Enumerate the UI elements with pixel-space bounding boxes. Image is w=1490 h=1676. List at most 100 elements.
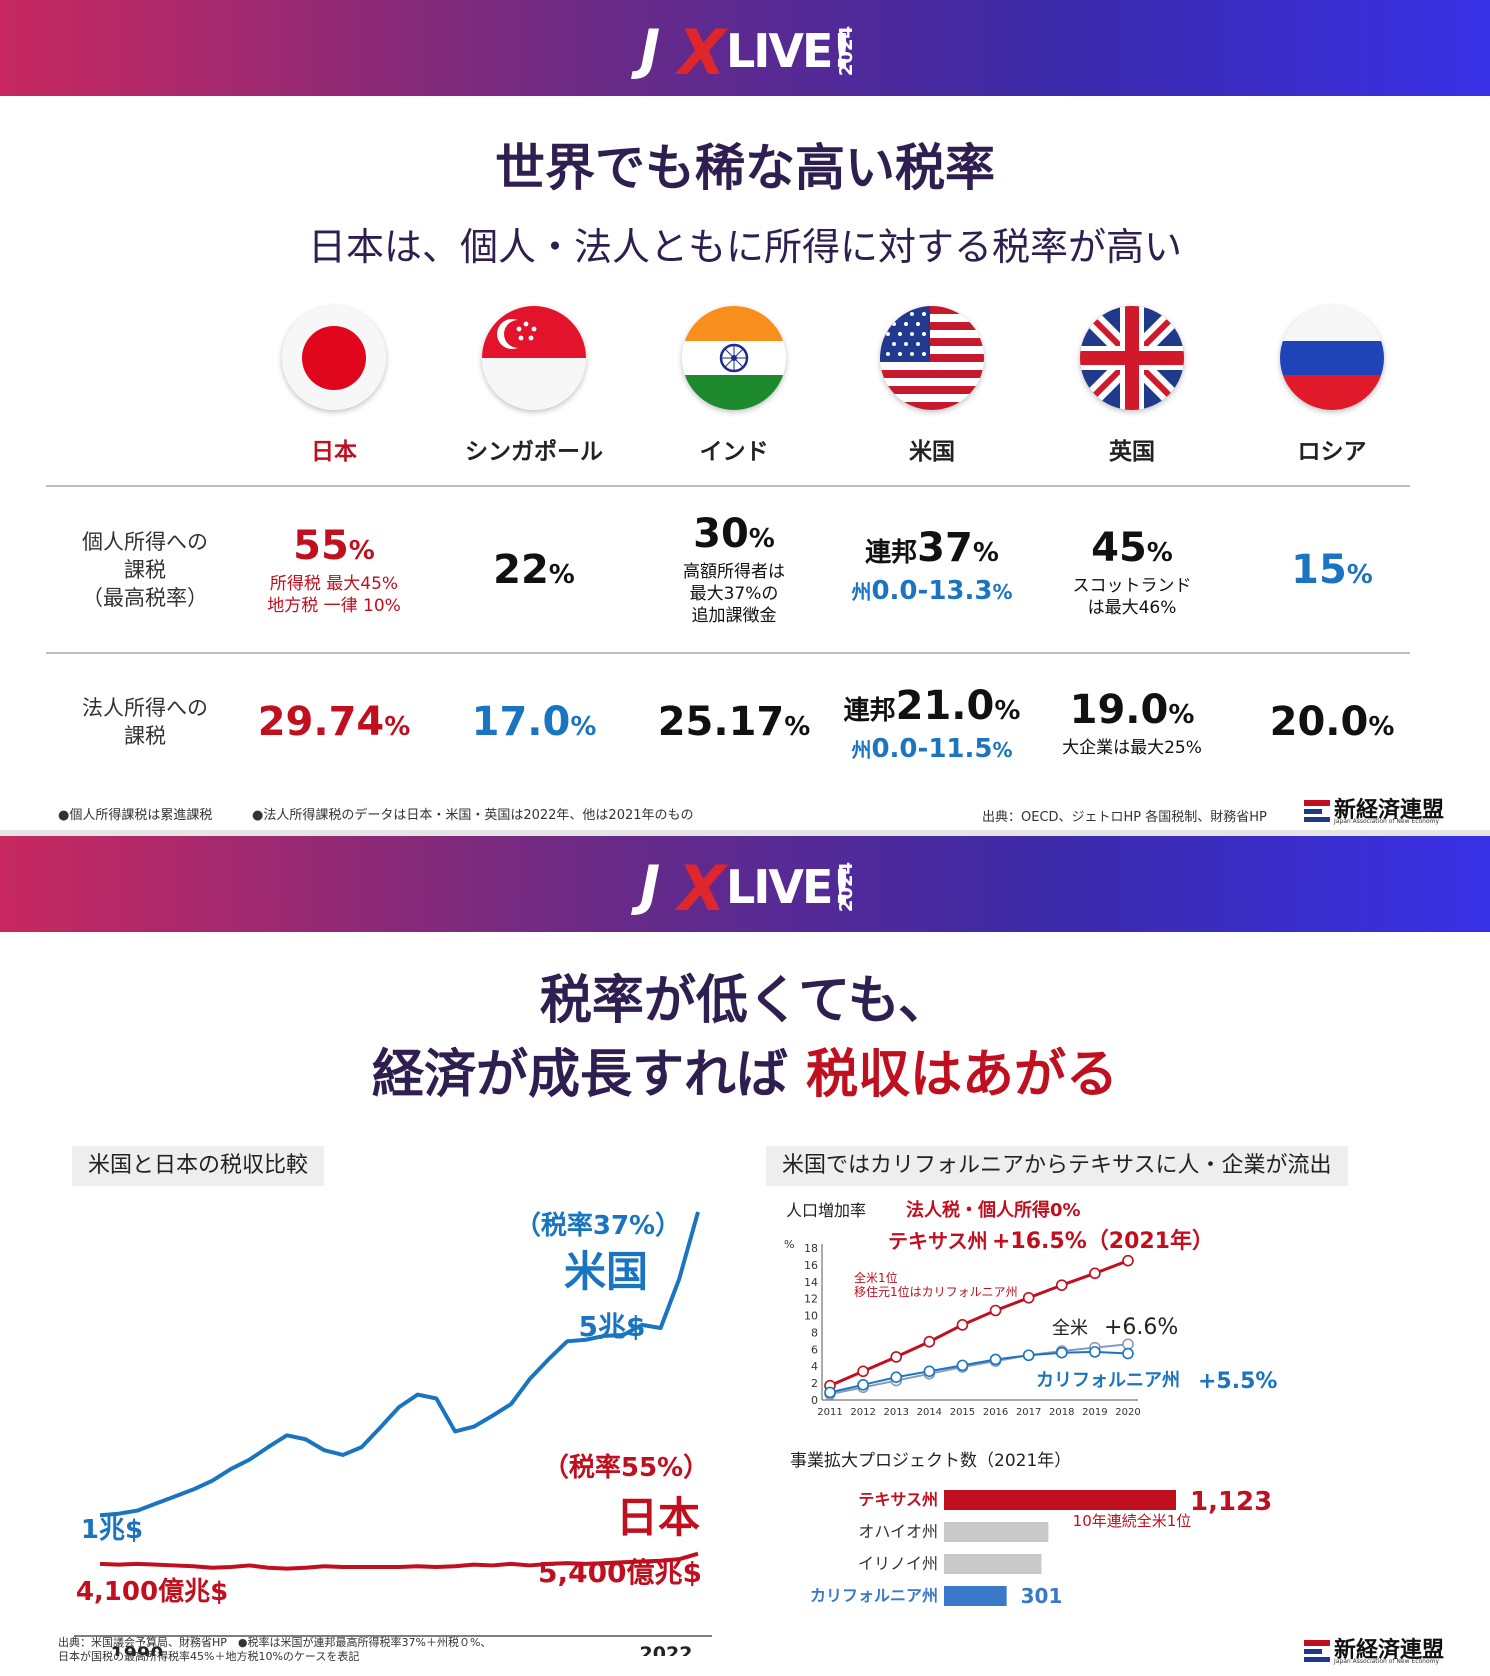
corporate-tax-russia: 20.0%: [1269, 699, 1395, 745]
singapore-flag-icon: [482, 306, 586, 410]
bar: [944, 1554, 1042, 1574]
country-name-uk: 英国: [1109, 439, 1155, 465]
data-point: [989, 1353, 1002, 1366]
personal-tax-usa: 連邦37% 州0.0-13.3%: [851, 525, 1013, 606]
left-panel-title: 米国と日本の税収比較: [72, 1146, 325, 1186]
series-line-japan: [99, 1551, 699, 1571]
bar-category-label: オハイオ州: [858, 1522, 938, 1541]
annotation-rank1: 全米1位: [854, 1270, 898, 1285]
data-point: [890, 1371, 903, 1383]
y-tick-label: 6: [811, 1343, 818, 1356]
data-point: [1055, 1346, 1068, 1359]
corporate-tax-usa: 連邦21.0% 州0.0-11.5%: [843, 683, 1021, 764]
bar: [944, 1586, 1007, 1606]
russia-flag-icon: [1280, 306, 1384, 410]
slide-tax-revenue: J X LIVE! 2024 税率が低くても、 経済が成長すれば 税収はあがる …: [0, 836, 1490, 1676]
japan-series-name: 日本: [616, 1493, 700, 1542]
x-tick-label: 2013: [883, 1407, 908, 1418]
personal-tax-india: 30% 高額所得者は 最大37%の 追加課徴金: [683, 511, 785, 626]
data-point: [989, 1304, 1002, 1317]
chart-title: 人口増加率: [786, 1201, 866, 1220]
data-point: [1022, 1292, 1035, 1304]
data-point: [824, 1386, 836, 1399]
annotation-tax-free: 法人税・個人所得0%: [906, 1199, 1081, 1221]
data-point: [1122, 1347, 1134, 1360]
y-unit-label: %: [784, 1238, 794, 1251]
data-point: [956, 1319, 969, 1331]
x-tick-label: 2014: [917, 1407, 942, 1418]
annotation-ten-years: 10年連続全米1位: [1073, 1512, 1192, 1530]
data-point: [1089, 1267, 1101, 1280]
slide2-title-line2: 経済が成長すれば 税収はあがる: [371, 1045, 1119, 1105]
data-point: [1022, 1349, 1035, 1362]
y-tick-label: 16: [804, 1259, 818, 1272]
y-tick-label: 10: [804, 1310, 818, 1323]
country-name-usa: 米国: [909, 439, 955, 465]
population-growth-chart: 人口増加率% 0 2 4 6 8 10 12 14 16 18 2011 2012 2013 2014 201…: [784, 1199, 1277, 1418]
slide1-title: 世界でも稀な高い税率: [495, 139, 995, 197]
x-tick-label: 2017: [1016, 1407, 1041, 1418]
x-tick-label: 2016: [983, 1407, 1008, 1418]
usa-series-name: 米国: [564, 1247, 648, 1296]
corporate-tax-singapore: 17.0%: [471, 699, 597, 745]
bar-category-label: イリノイ州: [858, 1554, 938, 1573]
data-point: [857, 1379, 869, 1391]
california-series-label: +5.5%: [1198, 1369, 1277, 1394]
project-count-chart: 事業拡大プロジェクト数（2021年） テキサス州 1,123 オハイオ州イリノイ州カリ…: [790, 1451, 1272, 1608]
country-name-russia: ロシア: [1297, 439, 1367, 465]
japan-flag-icon: [282, 306, 386, 410]
india-flag-icon: [682, 306, 786, 410]
footnote-progressive: ●個人所得課税は累進課税: [58, 808, 213, 823]
jane-mark-icon: [1304, 1640, 1330, 1662]
header-banner: J X LIVE! 2024: [0, 0, 1490, 96]
row-label-personal: 個人所得への 課税 （最高税率）: [82, 530, 208, 610]
country-name-india: インド: [699, 439, 769, 465]
y-tick-label: 14: [804, 1276, 818, 1289]
source-note: 出典：OECD、ジェトロHP 各国税制、財務省HP: [982, 810, 1267, 825]
bar-category-label: カリフォルニア州: [810, 1586, 938, 1605]
data-point: [923, 1365, 936, 1378]
y-tick-label: 12: [804, 1293, 818, 1306]
data-point: [857, 1365, 869, 1378]
personal-tax-uk: 45% スコットランド は最大46%: [1072, 525, 1192, 618]
right-panel-title: 米国ではカリフォルニアからテキサスに人・企業が流出: [766, 1146, 1348, 1186]
uk-flag-icon: [1080, 306, 1184, 410]
usa-rate-label: （税率37%）: [515, 1210, 681, 1241]
slide-tax-rates: J X LIVE! 2024 世界でも稀な高い税率 日本は、個人・法人ともに所得…: [0, 0, 1490, 830]
bar: [944, 1490, 1176, 1510]
data-point: [923, 1335, 936, 1348]
corporate-tax-india: 25.17%: [657, 699, 811, 745]
data-point: [890, 1351, 903, 1363]
series-line: [829, 1343, 1129, 1396]
header-banner: J X LIVE! 2024: [0, 836, 1490, 932]
data-point: [1089, 1346, 1101, 1358]
personal-tax-russia: 15%: [1291, 547, 1373, 593]
data-point: [1055, 1279, 1068, 1291]
usa-flag-icon: [880, 306, 984, 410]
data-point: [956, 1359, 969, 1372]
series-line: [829, 1350, 1129, 1394]
bar: [944, 1522, 1049, 1542]
x-tick-label: 2019: [1082, 1407, 1107, 1418]
x-tick-label: 2015: [950, 1407, 975, 1418]
bar-value-label: 301: [1021, 1584, 1063, 1608]
row-label-corporate: 法人所得への 課税: [82, 696, 208, 748]
footnote-data-year: ●法人所得課税のデータは日本・米国・英国は2022年、他は2021年のもの: [252, 808, 694, 823]
x-tick-label: 2022: [640, 1643, 693, 1656]
japan-rate-label: （税率55%）: [543, 1452, 709, 1483]
bar-value-label: 1,123: [1190, 1487, 1272, 1517]
country-name-japan: 日本: [311, 439, 357, 465]
table-divider: [46, 652, 1410, 654]
usa-start-label: 1兆$: [81, 1515, 143, 1545]
texas-series-name: テキサス州: [888, 1229, 988, 1253]
y-tick-label: 0: [811, 1394, 818, 1407]
x-tick-label: 2020: [1115, 1407, 1140, 1418]
slide-separator: [0, 830, 1490, 836]
slide1-subtitle: 日本は、個人・法人ともに所得に対する税率が高い: [307, 225, 1182, 269]
texas-series-label: +16.5%（2021年）: [992, 1228, 1214, 1254]
usa-series-label: +6.6%: [1104, 1315, 1178, 1340]
data-point: [1122, 1254, 1134, 1267]
personal-tax-japan: 55% 所得税 最大45% 地方税 一律 10%: [267, 523, 401, 616]
table-divider: [46, 485, 1410, 487]
jane-mark-icon: [1304, 800, 1330, 822]
